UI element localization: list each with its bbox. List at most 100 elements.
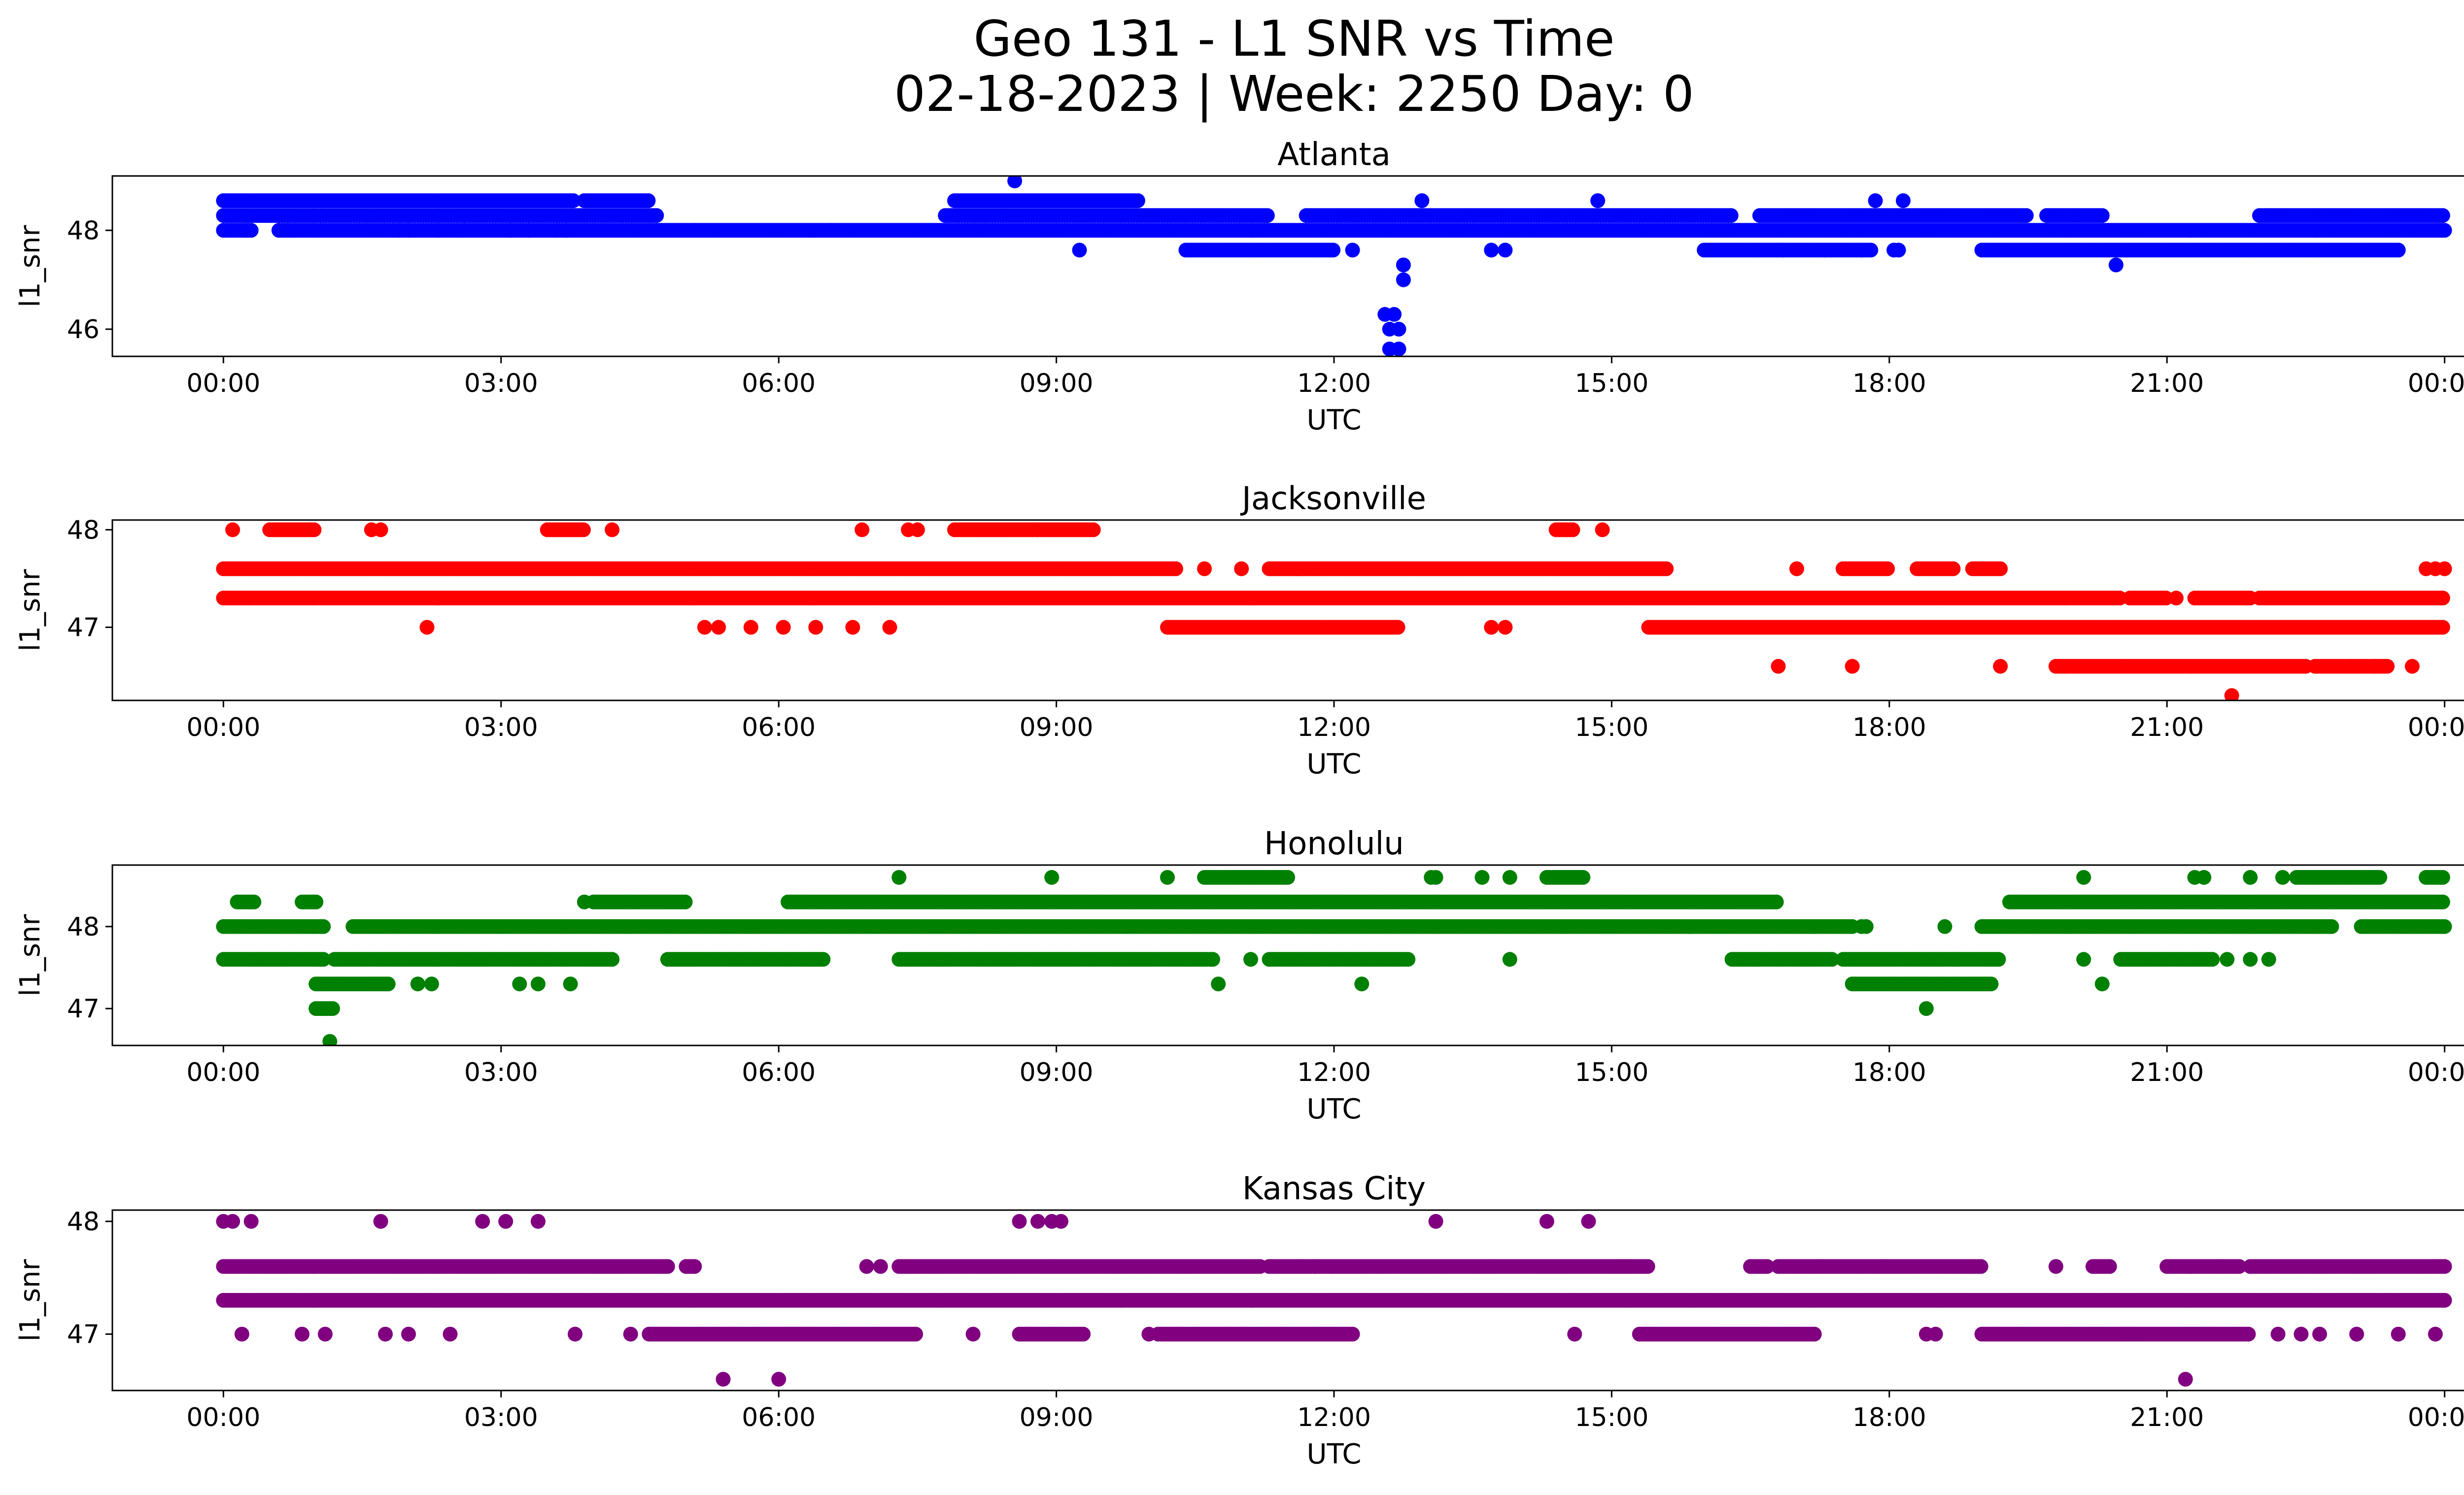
scatter-series xyxy=(216,522,2452,700)
scatter-point xyxy=(678,894,693,909)
y-tick-label: 48 xyxy=(67,216,100,245)
scatter-point xyxy=(2112,591,2127,606)
scatter-point xyxy=(1993,561,2008,576)
y-axis-label: l1_snr xyxy=(14,225,46,308)
scatter-point xyxy=(605,522,620,537)
scatter-point xyxy=(1072,243,1087,258)
scatter-point xyxy=(1880,561,1895,576)
x-tick-label: 06:00 xyxy=(742,713,816,742)
scatter-point xyxy=(246,894,262,909)
scatter-point xyxy=(1387,307,1402,322)
scatter-point xyxy=(576,522,591,537)
x-tick-label: 21:00 xyxy=(2130,713,2204,742)
scatter-point xyxy=(2435,208,2450,223)
subplots: Atlanta 00:00 03:00 06:00 09:00 12:00 15:00 18:… xyxy=(14,137,2464,1470)
scatter-point xyxy=(225,522,240,537)
figure-title-line1: Geo 131 - L1 SNR vs Time xyxy=(974,10,1615,68)
scatter-point xyxy=(882,620,897,635)
scatter-point xyxy=(1086,522,1101,537)
scatter-point xyxy=(2435,591,2450,606)
x-tick-label: 00:00 xyxy=(2408,713,2464,742)
scatter-point xyxy=(1498,620,1513,635)
scatter-point xyxy=(1168,561,1183,576)
scatter-point xyxy=(1817,243,1832,258)
scatter-point xyxy=(1390,620,1405,635)
subplot-title: Honolulu xyxy=(1264,826,1404,862)
subplot-title: Atlanta xyxy=(1277,137,1391,173)
scatter-point xyxy=(1234,561,1249,576)
x-tick-label: 00:00 xyxy=(186,713,260,742)
scatter-point xyxy=(2404,659,2420,674)
scatter-point xyxy=(910,522,925,537)
scatter-point xyxy=(808,620,823,635)
scatter-point xyxy=(1345,243,1360,258)
x-tick-label: 00:00 xyxy=(2408,369,2464,398)
scatter-point xyxy=(776,620,791,635)
scatter-point xyxy=(2224,688,2239,700)
scatter-point xyxy=(1396,272,1411,287)
scatter-point xyxy=(1391,342,1406,356)
scatter-point xyxy=(1498,243,1513,258)
x-tick-label: 12:00 xyxy=(1297,713,1371,742)
scatter-point xyxy=(845,620,860,635)
scatter-point xyxy=(566,193,581,209)
scatter-point xyxy=(2169,591,2184,606)
scatter-point xyxy=(2344,659,2360,674)
x-tick-label: 18:00 xyxy=(1852,369,1926,398)
x-tick-label: 18:00 xyxy=(1852,713,1926,742)
subplot-title: Jacksonville xyxy=(1240,481,1426,517)
scatter-point xyxy=(2019,208,2034,223)
scatter-point xyxy=(456,223,472,238)
scatter-series xyxy=(216,870,2452,1045)
scatter-point xyxy=(1414,193,1430,209)
scatter-point xyxy=(649,208,664,223)
x-tick-label: 03:00 xyxy=(464,369,538,398)
x-tick-label: 09:00 xyxy=(1020,369,1094,398)
scatter-point xyxy=(1484,243,1499,258)
scatter-point xyxy=(711,620,726,635)
scatter-series xyxy=(216,176,2452,356)
scatter-point xyxy=(1260,208,1275,223)
scatter-point xyxy=(1854,243,1869,258)
x-tick-label: 21:00 xyxy=(2130,369,2204,398)
scatter-point xyxy=(2435,870,2450,885)
scatter-point xyxy=(1993,659,2008,674)
scatter-point xyxy=(1007,176,1023,188)
scatter-point xyxy=(855,522,870,537)
scatter-point xyxy=(373,522,388,537)
scatter-point xyxy=(1891,243,1906,258)
scatter-point xyxy=(1896,193,1911,209)
scatter-point xyxy=(1326,243,1341,258)
scatter-point xyxy=(239,223,254,238)
scatter-point xyxy=(2437,223,2452,238)
scatter-point xyxy=(2108,257,2123,273)
scatter-point xyxy=(2435,620,2450,635)
scatter-point xyxy=(641,193,656,209)
x-axis-label: UTC xyxy=(1306,748,1361,780)
scatter-point xyxy=(743,620,758,635)
scatter-point xyxy=(1280,870,1296,885)
scatter-point xyxy=(2380,659,2395,674)
x-axis-label: UTC xyxy=(1306,404,1361,436)
scatter-point xyxy=(2367,659,2383,674)
scatter-point xyxy=(1565,522,1580,537)
scatter-point xyxy=(307,522,322,537)
scatter-point xyxy=(1396,257,1411,273)
scatter-point xyxy=(2094,208,2110,223)
scatter-point xyxy=(316,919,331,934)
scatter-point xyxy=(2372,870,2388,885)
y-tick-label: 48 xyxy=(67,516,100,545)
scatter-point xyxy=(1775,243,1790,258)
scatter-point xyxy=(308,894,324,909)
scatter-point xyxy=(2437,561,2452,576)
scatter-point xyxy=(521,223,537,238)
x-tick-label: 15:00 xyxy=(1574,369,1648,398)
scatter-point xyxy=(1590,193,1606,209)
scatter-point xyxy=(1789,561,1804,576)
scatter-point xyxy=(1723,208,1739,223)
x-tick-label: 15:00 xyxy=(1574,713,1648,742)
